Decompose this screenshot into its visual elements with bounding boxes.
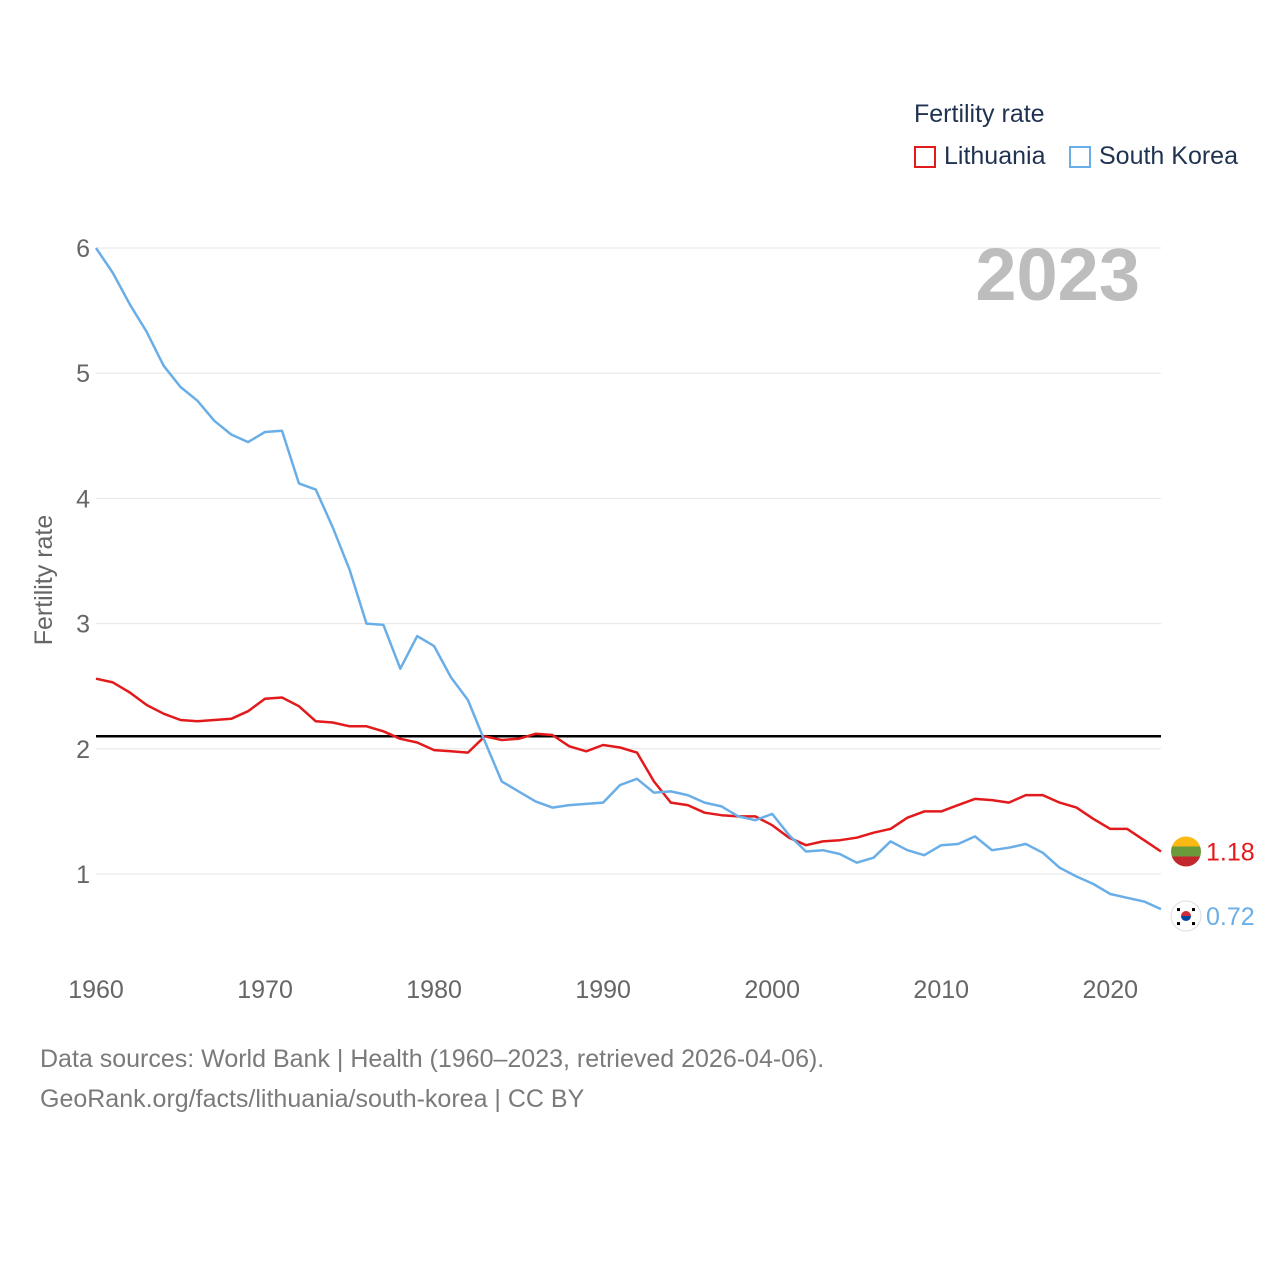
x-tick-label: 2020	[1082, 976, 1138, 1004]
x-tick-label: 1960	[68, 976, 124, 1004]
x-tick-label: 1980	[406, 976, 462, 1004]
y-tick-label: 1	[76, 861, 90, 889]
x-tick-label: 2010	[913, 976, 969, 1004]
y-tick-label: 6	[76, 235, 90, 263]
end-value-label-south-korea: 0.72	[1206, 903, 1255, 931]
end-labels: 1.18 0.72	[1170, 836, 1255, 932]
legend-label-south-korea: South Korea	[1099, 142, 1238, 170]
y-axis-ticks: 1 2 3 4 5 6	[76, 235, 90, 889]
y-tick-label: 4	[76, 485, 90, 513]
legend-title: Fertility rate	[914, 100, 1045, 128]
x-tick-label: 2000	[744, 976, 800, 1004]
y-tick-label: 5	[76, 360, 90, 388]
year-label: 2023	[975, 233, 1140, 316]
footer-attribution: GeoRank.org/facts/lithuania/south-korea …	[40, 1085, 585, 1113]
footer-sources: Data sources: World Bank | Health (1960–…	[40, 1045, 825, 1073]
legend-swatch-lithuania	[914, 145, 936, 168]
x-axis-ticks: 1960 1970 1980 1990 2000 2010 2020	[68, 976, 1138, 1004]
y-tick-label: 3	[76, 611, 90, 639]
legend-label-lithuania: Lithuania	[944, 142, 1046, 170]
south-korea-flag-icon	[1170, 900, 1202, 932]
series-line-lithuania	[95, 677, 1162, 853]
legend-item-lithuania[interactable]: Lithuania	[914, 142, 1045, 171]
legend-item-south-korea[interactable]: South Korea	[1069, 142, 1238, 171]
x-tick-label: 1970	[237, 976, 293, 1004]
lithuania-flag-icon	[1171, 836, 1201, 867]
x-tick-label: 1990	[575, 976, 631, 1004]
legend-swatch-south-korea	[1069, 145, 1091, 168]
series-line-south-korea	[94, 247, 1162, 911]
end-value-label-lithuania: 1.18	[1206, 838, 1255, 866]
series-lines	[94, 247, 1162, 911]
y-axis-label: Fertility rate	[30, 515, 58, 646]
gridlines	[96, 247, 1161, 875]
y-tick-label: 2	[76, 736, 90, 764]
